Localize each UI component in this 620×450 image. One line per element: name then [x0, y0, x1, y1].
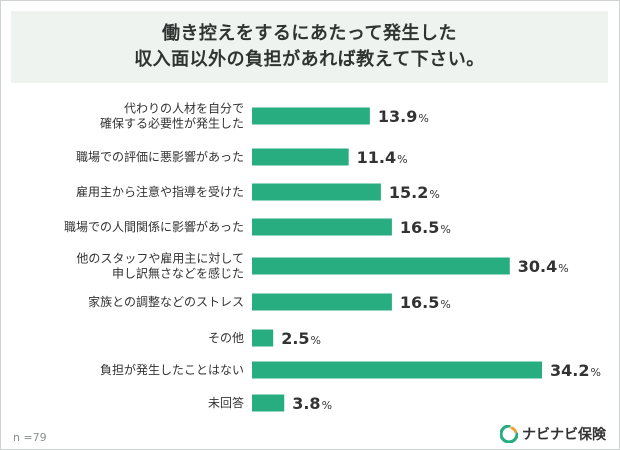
value-label-3: 15.2%	[389, 183, 440, 202]
bar-5	[252, 257, 510, 275]
chart-title-line-1: 働き控えをするにあたって発生した	[161, 23, 458, 44]
bar-8	[252, 361, 542, 379]
bar-6	[252, 293, 392, 311]
value-label-5: 30.4%	[518, 257, 569, 276]
category-label-4: 職場での人間関係に影響があった	[64, 219, 244, 234]
category-label-3: 雇用主から注意や指導を受けた	[76, 184, 244, 199]
value-label-6: 16.5%	[400, 293, 451, 312]
value-label-9: 3.8%	[292, 394, 332, 413]
chart-title-line-2: 収入面以外の負担があれば教えて下さい。	[134, 49, 485, 70]
value-label-1: 13.9%	[378, 107, 429, 126]
bar-7	[252, 329, 274, 347]
value-label-4: 16.5%	[400, 218, 451, 237]
value-label-8: 34.2%	[550, 361, 601, 380]
bar-2	[252, 148, 349, 166]
bar-4	[252, 218, 392, 236]
value-label-7: 2.5%	[281, 329, 321, 348]
brand-logo-icon	[500, 425, 518, 443]
category-label-2: 職場での評価に悪影響があった	[76, 149, 244, 164]
bar-1	[252, 107, 370, 125]
bar-3	[252, 183, 381, 201]
bar-9	[252, 394, 285, 412]
sample-size-note: n =79	[13, 431, 47, 444]
value-label-2: 11.4%	[357, 148, 408, 167]
category-label-7: その他	[208, 331, 244, 345]
category-label-9: 未回答	[208, 395, 244, 410]
brand-logo: ナビナビ保険	[500, 424, 606, 444]
category-label-1: 代わりの人材を自分で確保する必要性が発生した	[100, 102, 244, 131]
category-label-5: 他のスタッフや雇用主に対して申し訳無さなどを感じた	[76, 251, 244, 281]
category-label-6: 家族との調整などのストレス	[88, 294, 244, 309]
brand-logo-text: ナビナビ保険	[522, 427, 606, 443]
chart-title-box: 働き控えをするにあたって発生した 収入面以外の負担があれば教えて下さい。	[11, 11, 608, 83]
category-label-8: 負担が発生したことはない	[100, 362, 244, 377]
